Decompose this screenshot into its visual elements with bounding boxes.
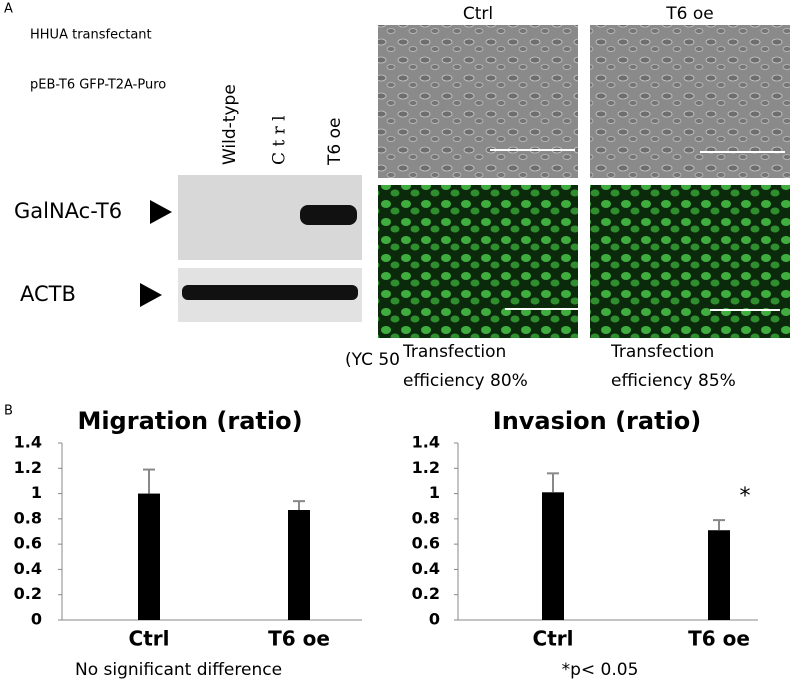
chart-title: Invasion (ratio) xyxy=(493,407,701,435)
y-tick-label: 1 xyxy=(31,483,42,502)
bar xyxy=(708,530,730,620)
chart-title: Migration (ratio) xyxy=(77,407,302,435)
y-tick-label: 0.2 xyxy=(14,584,42,603)
efficiency: Transfection efficiency 80% xyxy=(403,342,528,391)
y-tick-label: 0.4 xyxy=(14,559,42,578)
blot-row-label: GalNAc-T6 xyxy=(14,199,122,223)
blot-note: (YC 50 xyxy=(345,350,400,370)
efficiency: Transfection efficiency 85% xyxy=(611,342,736,391)
y-tick-label: 1.4 xyxy=(412,433,440,452)
blot-row-label: ACTB xyxy=(20,282,76,306)
bar xyxy=(542,492,564,620)
y-tick-label: 0 xyxy=(429,610,440,629)
blot-band xyxy=(182,285,358,300)
y-tick-label: 1.4 xyxy=(14,433,42,452)
gfp-image xyxy=(378,185,578,338)
phase-image xyxy=(590,25,790,178)
x-tick-label: Ctrl xyxy=(129,627,170,651)
y-tick-label: 0.2 xyxy=(412,584,440,603)
y-tick-label: 0.8 xyxy=(412,508,440,527)
x-tick-label: T6 oe xyxy=(688,627,750,651)
x-tick-label: Ctrl xyxy=(533,627,574,651)
efficiency-box: Transfection efficiency 80% xyxy=(403,342,528,391)
lane-label: C t r l xyxy=(270,115,290,165)
y-tick-label: 1.2 xyxy=(412,458,440,477)
y-tick-label: 0.8 xyxy=(14,508,42,527)
gfp-image xyxy=(590,185,790,338)
x-tick-label: T6 oe xyxy=(268,627,330,651)
chart-note: No significant difference xyxy=(75,660,282,680)
image-column: Ctrl xyxy=(463,4,493,24)
bar xyxy=(138,493,160,620)
y-tick-label: 0.6 xyxy=(14,534,42,553)
cell-line: HHUA transfectant xyxy=(30,28,152,43)
phase-image xyxy=(378,25,578,178)
y-tick-label: 0 xyxy=(31,610,42,629)
vector: pEB-T6 GFP-T2A-Puro xyxy=(30,78,166,93)
lane-label: T6 oe xyxy=(325,118,345,166)
y-tick-label: 0.4 xyxy=(412,559,440,578)
y-tick-label: 1.2 xyxy=(14,458,42,477)
scale-bars xyxy=(490,149,785,311)
panel-label: B xyxy=(4,404,13,419)
y-tick-label: 0.6 xyxy=(412,534,440,553)
lane-label: Wild-type xyxy=(220,84,240,165)
blot-band xyxy=(300,205,357,225)
bar xyxy=(288,510,310,620)
y-tick-label: 1 xyxy=(429,483,440,502)
panel-label: A xyxy=(4,2,13,17)
image-column: T6 oe xyxy=(665,4,713,24)
arrowhead xyxy=(150,200,172,224)
arrowhead xyxy=(140,283,162,307)
chart-note: *p< 0.05 xyxy=(562,660,639,680)
significance-marker: * xyxy=(740,484,751,509)
efficiency-box: Transfection efficiency 85% xyxy=(611,342,736,391)
